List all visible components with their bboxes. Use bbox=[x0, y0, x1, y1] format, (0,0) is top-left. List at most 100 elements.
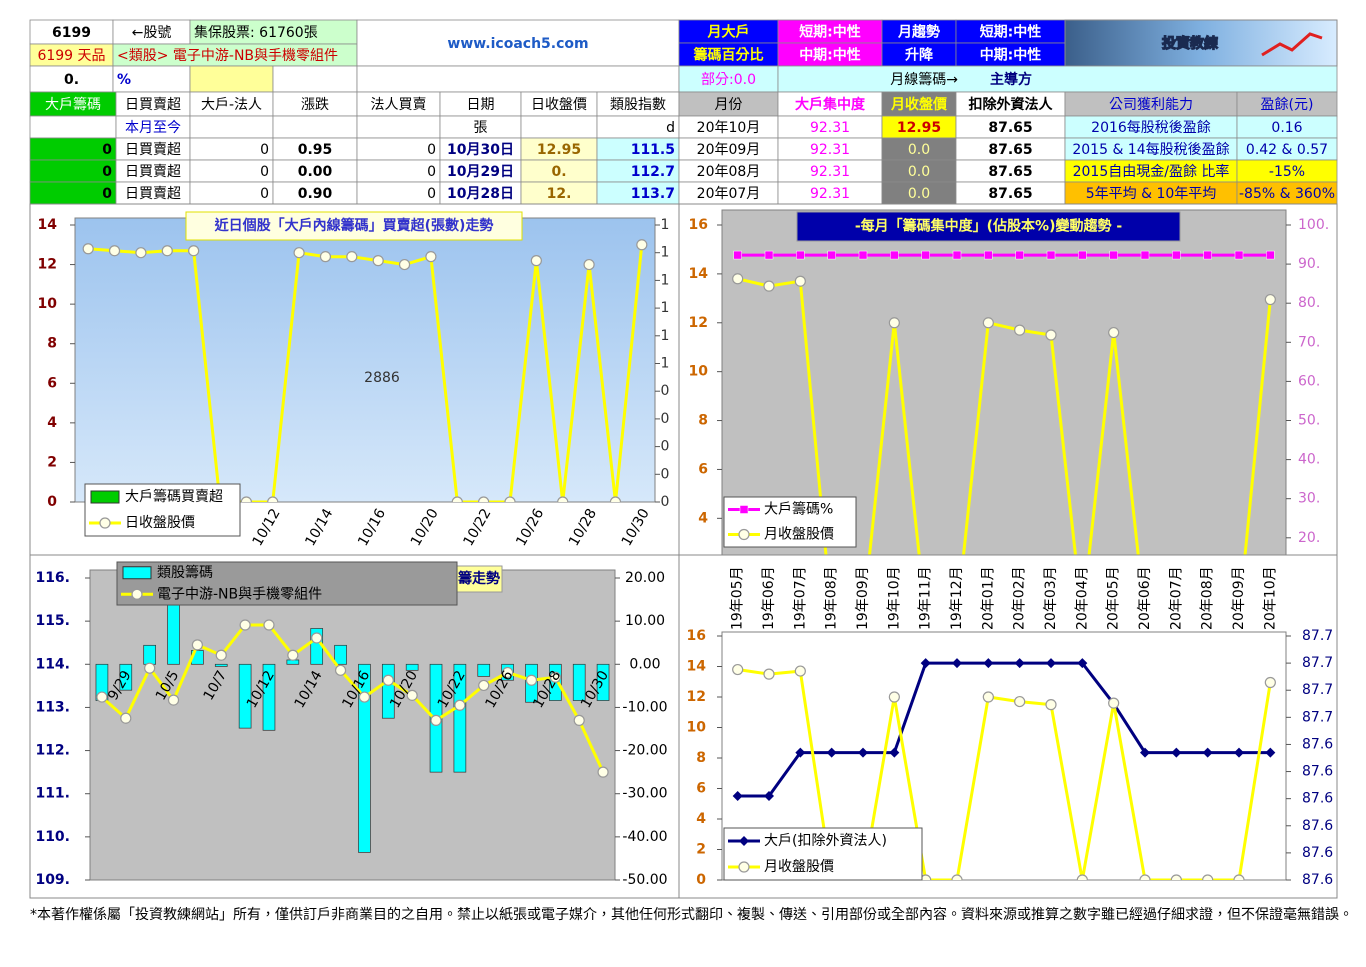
bar bbox=[572, 663, 586, 701]
cell bbox=[356, 91, 441, 117]
cell-text: 0 bbox=[260, 164, 269, 180]
cell-text: 87.65 bbox=[988, 142, 1032, 158]
bar bbox=[262, 663, 276, 731]
cell-text: 0 bbox=[260, 142, 269, 158]
marker bbox=[525, 674, 538, 686]
cell bbox=[189, 65, 274, 93]
cell bbox=[356, 65, 680, 93]
cell-text: 短期:中性 bbox=[799, 24, 861, 41]
legend-swatch bbox=[90, 490, 120, 504]
cell-text: 0 bbox=[102, 164, 112, 180]
cell bbox=[29, 91, 117, 117]
y-tick-label: 14 bbox=[689, 266, 709, 282]
marker bbox=[167, 694, 180, 706]
marker bbox=[239, 619, 251, 631]
site-logo: www.icoach5.com bbox=[447, 36, 588, 52]
cell-text: 0 bbox=[102, 186, 112, 202]
marker bbox=[794, 275, 806, 287]
bar bbox=[334, 644, 347, 665]
y2-tick-label: 70. bbox=[1298, 334, 1320, 350]
cell bbox=[1064, 91, 1238, 117]
x-tick-label: 19年10月 bbox=[886, 566, 902, 630]
cell bbox=[29, 19, 114, 45]
cell bbox=[881, 91, 957, 117]
marker bbox=[358, 691, 371, 703]
y-tick-label: 0 bbox=[696, 872, 706, 888]
bar bbox=[381, 663, 395, 719]
legend-label: 月收盤股價 bbox=[764, 526, 834, 543]
marker bbox=[549, 671, 561, 683]
marker bbox=[573, 714, 585, 726]
y2-tick-label: 90. bbox=[1298, 256, 1320, 272]
cell-text: 10月29日 bbox=[447, 164, 514, 180]
cell-text: 中期:中性 bbox=[980, 47, 1042, 64]
marker bbox=[1046, 658, 1056, 669]
column-header: 大戶籌碼 bbox=[45, 97, 101, 113]
marker bbox=[826, 747, 837, 758]
marker bbox=[287, 649, 299, 661]
cell-text: 20年09月 bbox=[697, 142, 761, 158]
column-header: 漲跌 bbox=[301, 97, 329, 113]
bar bbox=[477, 663, 491, 677]
cell-text: 短期:中性 bbox=[980, 24, 1042, 41]
marker bbox=[478, 679, 490, 692]
cell-text: 0.00 bbox=[298, 164, 333, 180]
cell-text: 2015自由現金/盈餘 比率 bbox=[1073, 163, 1230, 180]
column-header: 月份 bbox=[715, 97, 743, 113]
x-tick-label: 20年04月 bbox=[1074, 566, 1090, 630]
marker bbox=[1233, 874, 1245, 880]
cell bbox=[29, 115, 117, 139]
marker bbox=[983, 658, 994, 669]
cell bbox=[520, 91, 598, 117]
marker bbox=[478, 496, 490, 502]
legend-label: 類股籌碼 bbox=[157, 565, 213, 581]
cell-text: 0.42 & 0.57 bbox=[1246, 142, 1328, 158]
cell bbox=[272, 91, 358, 117]
column-header: 大戶集中度 bbox=[795, 96, 866, 113]
marker bbox=[372, 255, 384, 267]
marker bbox=[120, 712, 132, 724]
marker bbox=[1140, 250, 1150, 260]
cell-text: 集保股票: 61760張 bbox=[194, 24, 318, 41]
column-header: 月收盤價 bbox=[890, 96, 948, 113]
cell bbox=[777, 65, 1338, 93]
cell-text: 升降 bbox=[905, 47, 934, 64]
cell-text: 2016每股稅後盈餘 bbox=[1091, 120, 1211, 136]
legend-label: 月收盤股價 bbox=[764, 858, 834, 875]
legend-box bbox=[116, 561, 458, 606]
y2-tick-label: -30.00 bbox=[622, 786, 667, 802]
cell-text: d bbox=[666, 120, 675, 136]
cell-text: 月大戶 bbox=[707, 24, 750, 41]
cell-text: 0.95 bbox=[298, 142, 333, 158]
marker bbox=[82, 243, 94, 255]
y2-tick-label: -40.00 bbox=[622, 829, 667, 845]
marker bbox=[583, 258, 595, 271]
cell-text: 0 bbox=[427, 186, 436, 202]
cell-text: % bbox=[117, 72, 131, 88]
cell-text: 部分:0.0 bbox=[701, 72, 756, 88]
cell-text: 12.95 bbox=[897, 120, 941, 136]
marker bbox=[921, 250, 930, 260]
marker bbox=[1014, 695, 1026, 708]
legend-label: 電子中游-NB與手機零組件 bbox=[157, 586, 322, 602]
x-tick-label: 20年03月 bbox=[1043, 566, 1059, 630]
marker bbox=[191, 639, 203, 651]
legend-box bbox=[723, 827, 923, 881]
cell-text: 2015 & 14每股稅後盈餘 bbox=[1072, 142, 1229, 158]
y-tick-label: 2 bbox=[47, 454, 57, 470]
cell-text: 0. bbox=[551, 164, 566, 180]
cell-text: 日買賣超 bbox=[125, 142, 181, 158]
marker bbox=[1045, 329, 1057, 341]
y-tick-label: 114. bbox=[35, 656, 70, 672]
cell-text: 12.95 bbox=[537, 142, 581, 158]
y-tick-label: 6 bbox=[47, 375, 57, 391]
marker bbox=[1171, 747, 1182, 758]
bar bbox=[119, 663, 133, 691]
y2-tick-label: 87.6 bbox=[1302, 791, 1333, 807]
cell-text: 0.16 bbox=[1271, 120, 1302, 136]
marker bbox=[188, 245, 200, 257]
x-tick-label: 20年02月 bbox=[1012, 566, 1028, 630]
y2-tick-label: 87.6 bbox=[1302, 736, 1333, 752]
cell-text: 10月28日 bbox=[447, 186, 514, 202]
bar bbox=[214, 663, 228, 667]
